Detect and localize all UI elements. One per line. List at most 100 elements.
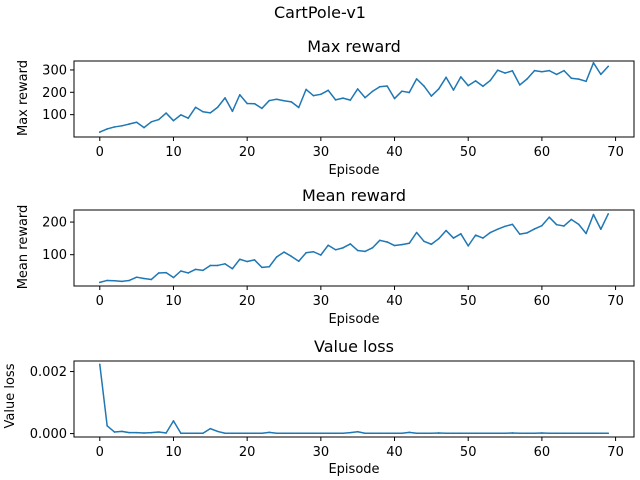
plot-title: Max reward: [307, 37, 401, 56]
data-point: [585, 232, 587, 235]
data-point: [224, 263, 226, 265]
figure-title: CartPole-v1: [274, 3, 366, 22]
data-point: [98, 131, 101, 133]
data-point: [555, 73, 558, 76]
data-point: [408, 91, 411, 94]
y-tick-label: 100: [42, 108, 67, 123]
data-point: [349, 99, 352, 101]
data-point: [202, 269, 204, 272]
data-point: [172, 119, 175, 122]
data-point: [577, 432, 580, 435]
data-point: [320, 93, 322, 96]
data-point: [231, 432, 234, 435]
y-axis-label: Mean reward: [16, 205, 31, 290]
data-point: [585, 432, 587, 435]
x-tick-label: 10: [165, 445, 182, 460]
data-point: [165, 432, 167, 434]
data-point: [563, 225, 565, 227]
data-point: [216, 106, 219, 109]
y-tick-label: 200: [42, 216, 67, 231]
data-point: [312, 250, 315, 253]
data-point: [128, 279, 131, 282]
data-point: [423, 432, 425, 435]
data-point: [135, 276, 138, 278]
data-point: [224, 432, 226, 435]
data-point: [342, 432, 344, 435]
data-point: [378, 239, 381, 242]
data-point: [150, 121, 153, 123]
data-point: [180, 270, 182, 272]
data-point: [113, 126, 116, 128]
data-point: [246, 102, 248, 105]
data-point: [452, 237, 455, 239]
y-tick-label: 300: [42, 63, 67, 78]
data-point: [504, 72, 506, 74]
data-point: [187, 272, 190, 274]
data-point: [378, 432, 381, 435]
data-point: [526, 78, 528, 80]
data-point: [496, 432, 499, 435]
x-tick-label: 70: [607, 294, 624, 309]
data-point: [460, 233, 462, 235]
data-point: [474, 432, 477, 435]
data-point: [238, 93, 241, 96]
data-point: [592, 213, 595, 216]
series-line: [99, 213, 609, 284]
data-point: [541, 432, 543, 434]
x-tick-label: 40: [386, 294, 403, 309]
data-point: [533, 69, 536, 72]
data-point: [393, 97, 396, 100]
data-point: [430, 95, 433, 97]
data-point: [393, 432, 396, 435]
data-point: [393, 244, 396, 247]
data-point: [415, 231, 418, 234]
data-point: [253, 432, 256, 435]
data-point: [548, 432, 551, 435]
data-point: [482, 237, 484, 239]
data-point: [415, 432, 418, 435]
data-point: [526, 232, 528, 234]
subplot-mean-reward: Mean reward 0 10 20 30 40 50 60 70 100 200 Episod…: [16, 186, 635, 327]
data-point: [261, 432, 263, 435]
x-tick-label: 50: [460, 445, 477, 460]
data-point: [541, 224, 543, 227]
data-point: [320, 432, 322, 435]
y-tick-label: 100: [42, 248, 67, 263]
data-point: [423, 85, 425, 87]
data-point: [541, 70, 543, 73]
data-point: [592, 432, 595, 435]
data-point: [327, 432, 330, 435]
x-tick-label: 30: [313, 294, 330, 309]
data-point: [607, 213, 610, 215]
data-point: [437, 237, 440, 240]
data-point: [511, 223, 514, 226]
x-tick-label: 20: [239, 445, 256, 460]
data-point: [364, 432, 366, 435]
data-point: [401, 90, 403, 92]
data-point: [231, 110, 234, 113]
data-point: [342, 247, 344, 249]
x-tick-label: 40: [386, 145, 403, 160]
data-point: [143, 432, 145, 434]
tick-layer: 0 10 20 30 40 50 60 70 0.000 0.002: [30, 365, 624, 460]
data-point: [98, 281, 101, 284]
data-point: [349, 243, 352, 245]
data-point: [275, 98, 278, 101]
x-tick-label: 50: [460, 145, 477, 160]
data-point: [297, 106, 300, 109]
data-point: [408, 242, 411, 245]
y-axis-label: Max reward: [16, 60, 31, 136]
data-point: [401, 243, 403, 246]
data-point: [563, 69, 565, 72]
x-tick-label: 20: [239, 145, 256, 160]
data-point: [305, 88, 307, 91]
data-point: [216, 264, 219, 267]
data-point: [253, 259, 256, 261]
data-point: [356, 430, 359, 433]
data-point: [533, 432, 536, 435]
plot-title: Mean reward: [302, 186, 406, 205]
data-point: [261, 266, 263, 269]
data-point: [511, 432, 514, 434]
data-point: [128, 123, 131, 125]
